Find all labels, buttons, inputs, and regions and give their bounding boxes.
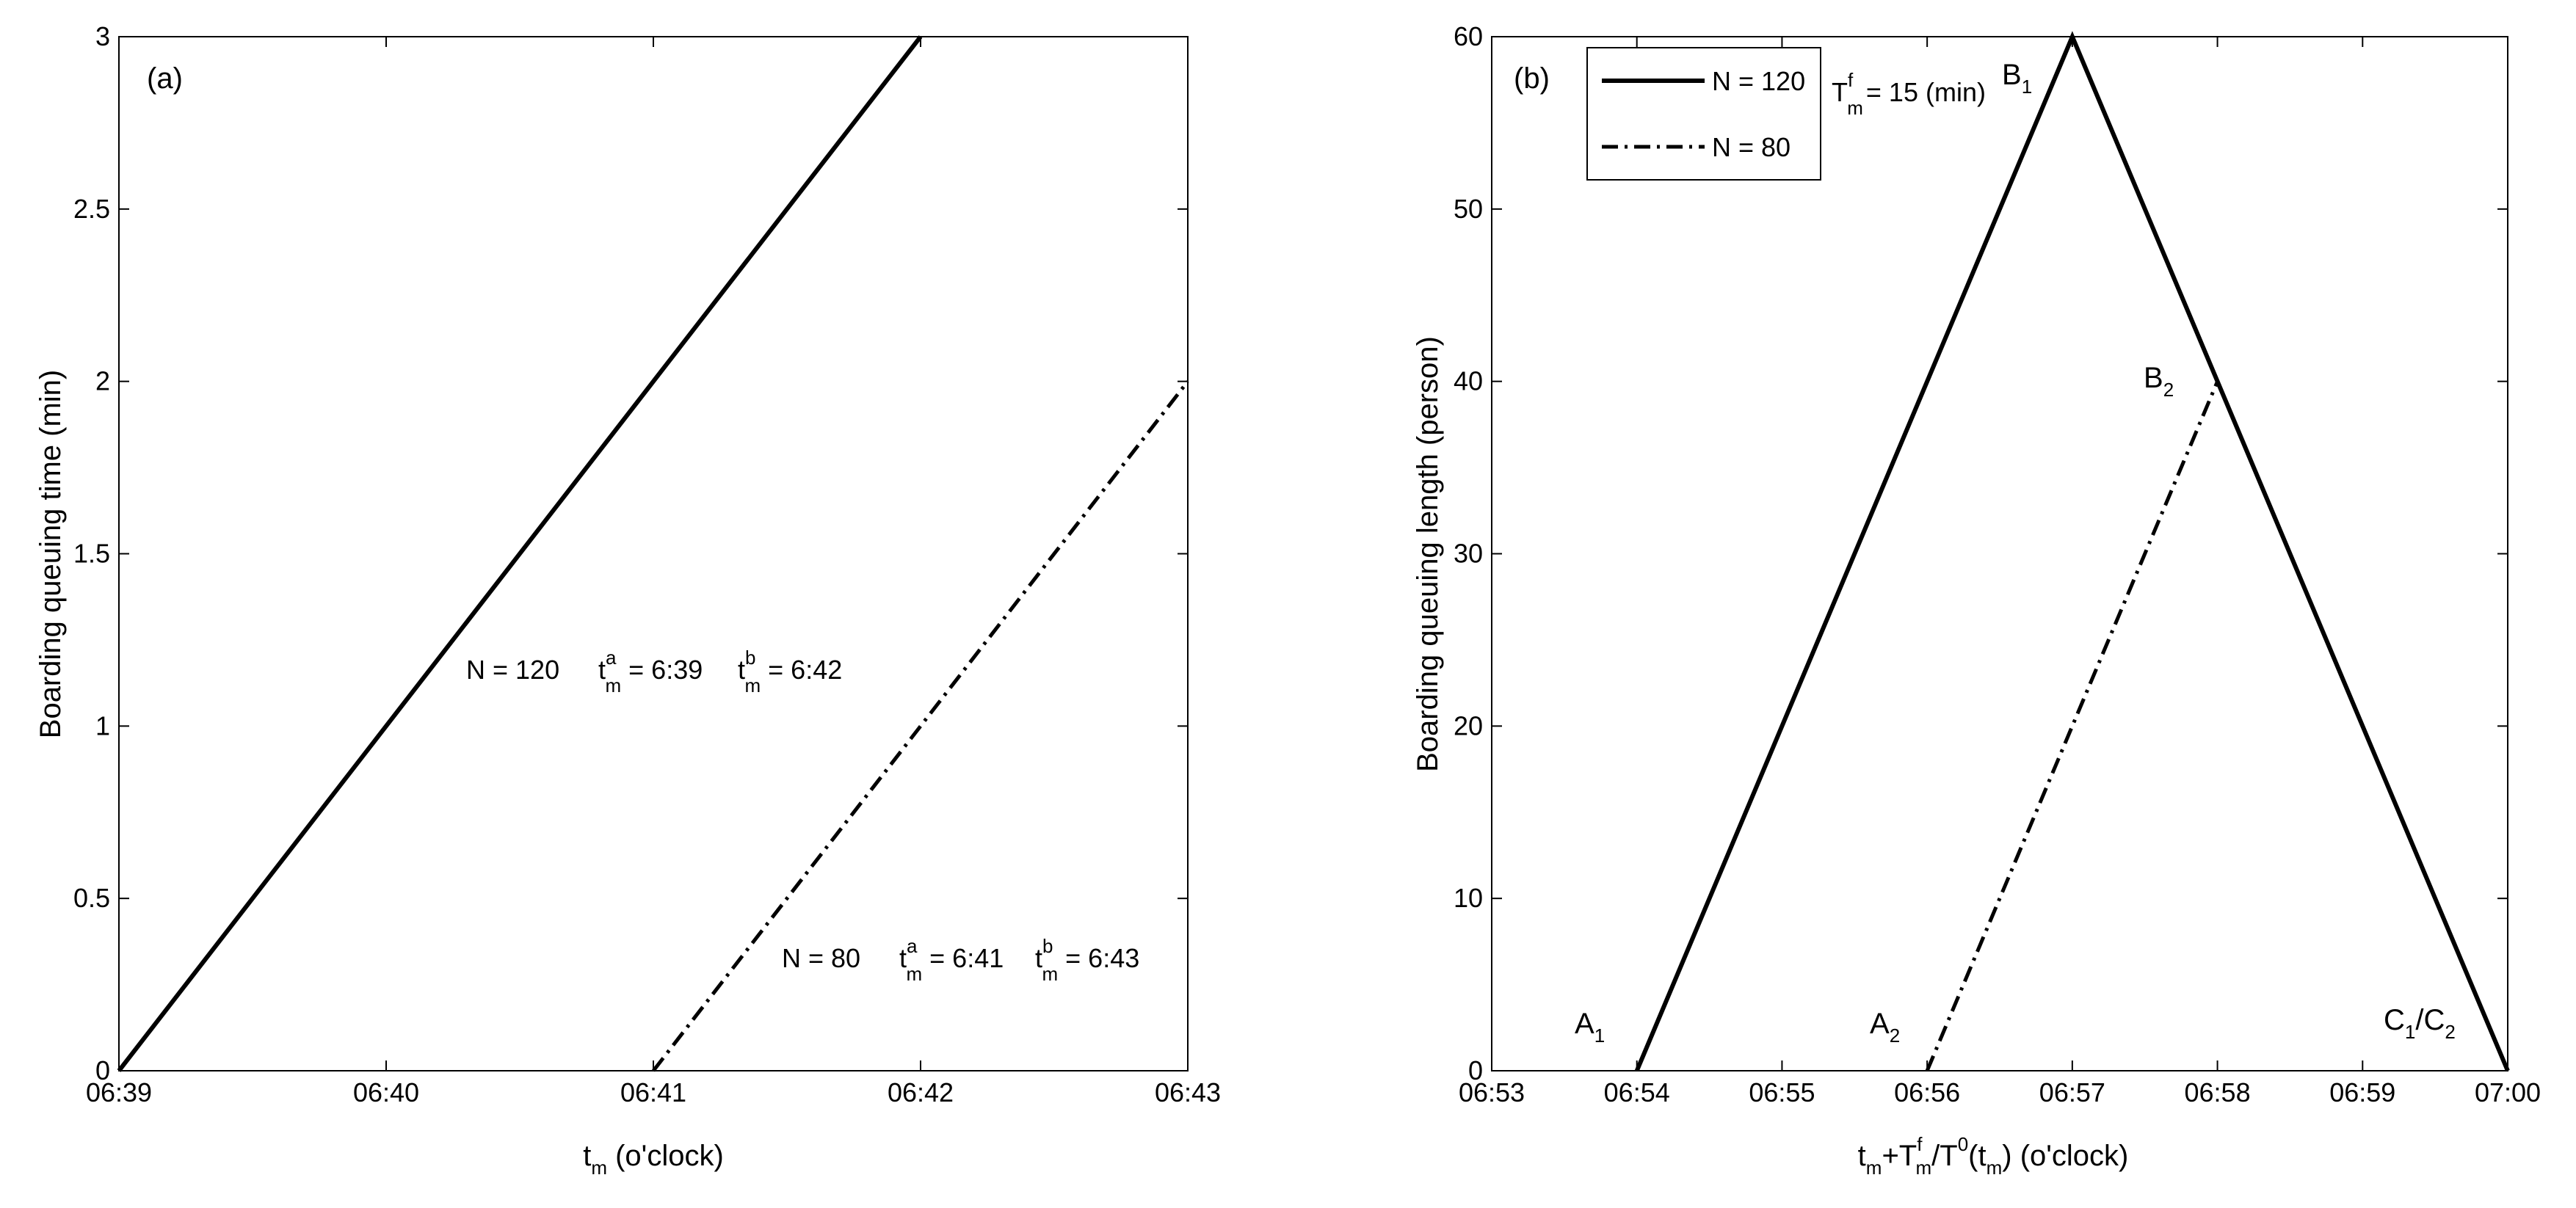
x-tick-label: 06:41: [620, 1077, 686, 1107]
panel-b-y-ticks: 0 10 20 30 40 50 60: [1454, 21, 2508, 1085]
panel-a-annotation-n120-start: ta m = 6:39: [598, 647, 703, 696]
x-tick-label: 06:56: [1894, 1077, 1960, 1107]
x-tick-label: 06:57: [2039, 1077, 2105, 1107]
x-tick-label: 06:40: [353, 1077, 419, 1107]
panel-a-annotation-n80: N = 80 ta m = 6:41 tb m = 6:43: [782, 935, 1139, 985]
panel-b-plot-frame: [1491, 36, 2508, 1071]
panel-a-y-ticks: 0 0.5 1 1.5 2 2.5 3: [73, 21, 1188, 1085]
series-line-2-dashdot: [1925, 376, 2510, 1071]
x-tick-label: 06:59: [2329, 1077, 2395, 1107]
panel-a-y-axis-label: Boarding queuing time (min): [35, 370, 67, 738]
y-tick-label: 1: [95, 710, 110, 741]
panel-b: 06:53 06:54 06:55 06:56 06:57 06:58 06:59 07:00…: [1412, 21, 2541, 1179]
x-tick-label: 06:55: [1749, 1077, 1815, 1107]
y-tick-label: 40: [1454, 366, 1483, 396]
y-tick-label: 0.5: [73, 883, 110, 913]
panel-b-x-ticks: 06:53 06:54 06:55 06:56 06:57 06:58 06:59 07:00: [1459, 37, 2541, 1107]
panel-a-annotation-n120-count: N = 120: [466, 655, 559, 685]
series-line-1-solid: [117, 35, 923, 1072]
panel-b-point-label-a2: A2: [1870, 1008, 1900, 1047]
panel-b-point-label-b2: B2: [2144, 362, 2174, 401]
panel-a-annotation-n80-end: tb m = 6:43: [1035, 935, 1139, 985]
panel-b-parameter-annotation: Tf m= 15 (min): [1832, 69, 1986, 119]
y-tick-label: 0: [95, 1055, 110, 1085]
panel-a-panel-label: (a): [147, 62, 183, 95]
panel-b-legend: N = 120 N = 80: [1586, 47, 1821, 181]
panel-b-panel-label: (b): [1514, 62, 1550, 95]
panel-b-legend-label-n120: N = 120: [1712, 66, 1805, 96]
y-tick-label: 3: [95, 21, 110, 51]
y-tick-label: 2: [95, 366, 110, 396]
y-tick-label: 30: [1454, 539, 1483, 569]
panel-b-point-label-a1: A1: [1575, 1008, 1605, 1047]
panel-a-x-ticks: 06:39 06:40 06:41 06:42 06:43: [86, 37, 1221, 1107]
panel-a-annotation-n120-end: tb m = 6:42: [738, 647, 842, 696]
panel-b-point-label-b1: B1: [2002, 59, 2032, 98]
y-tick-label: 20: [1454, 710, 1483, 741]
panel-a: 06:39 06:40 06:41 06:42 06:43 00.511.522.53 …: [35, 21, 1221, 1179]
panel-a-annotation-n80-start: ta m = 6:41: [899, 935, 1004, 985]
x-tick-label: 06:53: [1459, 1077, 1525, 1107]
panel-a-annotation-n120: N = 120 ta m = 6:39 tb m = 6:42: [466, 647, 842, 696]
y-tick-label: 2.5: [73, 194, 110, 224]
panel-b-legend-label-n80: N = 80: [1712, 132, 1790, 162]
y-tick-label: 60: [1454, 21, 1483, 51]
x-tick-label: 06:39: [86, 1077, 152, 1107]
panel-b-point-label-c1c2: C1/C2: [2384, 1004, 2456, 1043]
x-tick-label: 07:00: [2475, 1077, 2541, 1107]
panel-a-annotation-n80-count: N = 80: [782, 943, 860, 973]
panel-a-x-axis-label: tm (o'clock): [583, 1140, 724, 1179]
panel-b-legend-box: [1586, 47, 1821, 181]
y-tick-label: 50: [1454, 194, 1483, 224]
y-tick-label: 10: [1454, 883, 1483, 913]
panel-b-x-axis-label: tm+Tf m/T0(tm) (o'clock): [1858, 1133, 2129, 1179]
panel-a-plot-frame: [118, 36, 1189, 1071]
y-tick-label: 0: [1468, 1055, 1483, 1085]
x-tick-label: 06:43: [1155, 1077, 1221, 1107]
x-tick-label: 06:54: [1604, 1077, 1670, 1107]
series-line-1-solid: [1634, 31, 2510, 1072]
panel-a-series: [117, 35, 1189, 1072]
x-tick-label: 06:42: [888, 1077, 954, 1107]
panel-b-y-axis-label: Boarding queuing length (person): [1412, 336, 1444, 772]
panel-b-series: [1634, 31, 2510, 1072]
x-tick-label: 06:58: [2185, 1077, 2251, 1107]
y-tick-label: 1.5: [73, 539, 110, 569]
